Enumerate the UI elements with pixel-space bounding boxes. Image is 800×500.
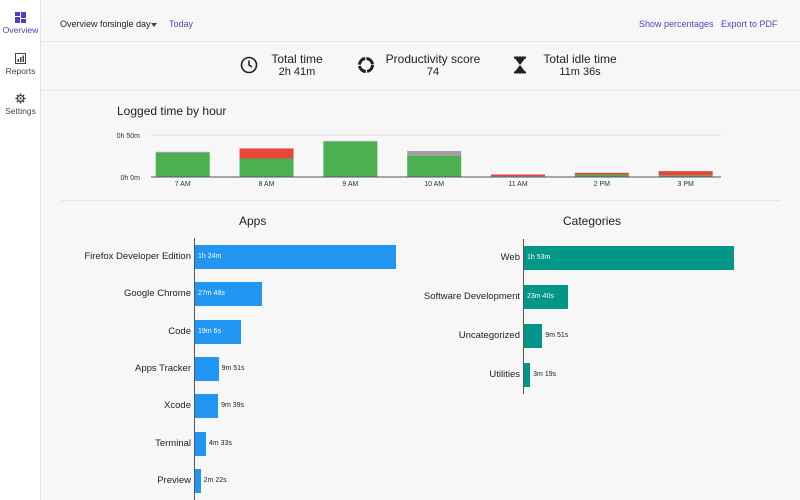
toolbar: Overview for single day Today Show perce… bbox=[41, 0, 800, 42]
bar-value-label: 3m 19s bbox=[533, 370, 557, 378]
sidebar-item-label: Overview bbox=[2, 25, 39, 35]
productivity-icon bbox=[358, 57, 374, 73]
chevron-down-icon bbox=[151, 23, 157, 27]
clock-icon bbox=[240, 56, 258, 74]
hour-bar-segment bbox=[239, 158, 294, 177]
today-link[interactable]: Today bbox=[169, 19, 194, 29]
bar bbox=[195, 431, 206, 456]
hour-bar-segment bbox=[658, 175, 713, 177]
show-percentages-link[interactable]: Show percentages bbox=[639, 19, 714, 29]
bar-value-label: 9m 51s bbox=[221, 364, 245, 372]
overview-icon bbox=[15, 12, 26, 23]
hour-bar-segment bbox=[574, 174, 629, 177]
bar-category-label: Google Chrome bbox=[123, 288, 191, 300]
sidebar-item-overview[interactable]: Overview bbox=[0, 12, 41, 35]
hour-bar-segment bbox=[658, 171, 713, 176]
reports-icon bbox=[15, 53, 26, 64]
productivity-score-value: 74 bbox=[426, 66, 440, 78]
export-pdf-link[interactable]: Export to PDF bbox=[721, 19, 778, 29]
hourly-chart: 0h 50m 0h 0m 7 AM 8 AM 9 AM 10 AM 11 AM 2 PM 3 P… bbox=[117, 133, 721, 188]
bar bbox=[195, 244, 396, 269]
x-tick-label: 2 PM bbox=[594, 181, 611, 188]
bar-category-label: Firefox Developer Edition bbox=[84, 250, 191, 262]
bar bbox=[195, 282, 262, 307]
hour-bar-segment bbox=[323, 141, 378, 177]
hourly-chart-title: Logged time by hour bbox=[117, 104, 227, 118]
period-select[interactable]: single day bbox=[107, 16, 161, 32]
x-tick-label: 9 AM bbox=[342, 181, 358, 188]
bar bbox=[195, 356, 219, 381]
idle-time-value: 11m 36s bbox=[559, 66, 601, 78]
summary-stats: Total time 2h 41m Productivity score 74 … bbox=[41, 42, 800, 91]
total-time-value: 2h 41m bbox=[278, 66, 316, 78]
bar-value-label: 9m 51s bbox=[545, 332, 569, 339]
x-tick-label: 11 AM bbox=[508, 181, 527, 188]
idle-time-label: Total idle time bbox=[543, 52, 617, 66]
period-select-value: single day bbox=[110, 19, 151, 29]
bar-value-label: 27m 48s bbox=[198, 290, 225, 298]
bar-axis bbox=[523, 239, 524, 395]
sidebar: Overview Reports Setting bbox=[0, 0, 41, 500]
bar bbox=[195, 469, 201, 494]
bar bbox=[524, 246, 734, 271]
bar bbox=[195, 394, 219, 419]
bar-category-label: Software Development bbox=[423, 291, 520, 303]
x-tick-label: 8 AM bbox=[259, 181, 275, 188]
x-tick-label: 3 PM bbox=[678, 181, 695, 188]
hour-bar-segment bbox=[407, 156, 462, 177]
bar-category-label: Utilities bbox=[489, 368, 520, 380]
bar-axis bbox=[194, 238, 195, 500]
bar-category-label: Preview bbox=[157, 475, 191, 487]
bar bbox=[195, 319, 241, 344]
gear-icon bbox=[15, 93, 26, 104]
hour-bar-segment bbox=[323, 140, 378, 142]
hour-bar-segment bbox=[574, 172, 629, 175]
bar-category-label: Web bbox=[500, 252, 520, 264]
bar-category-label: Uncategorized bbox=[458, 330, 520, 341]
y-tick-label: 0h 0m bbox=[121, 175, 141, 182]
apps-chart-title: Apps bbox=[239, 214, 267, 228]
bar bbox=[524, 285, 568, 310]
bar-value-label: 1h 24m bbox=[198, 252, 222, 260]
sidebar-item-label: Settings bbox=[5, 106, 36, 116]
bar-value-label: 2m 22s bbox=[203, 477, 227, 485]
bar bbox=[524, 362, 531, 387]
bar-category-label: Code bbox=[168, 325, 191, 337]
y-tick-label: 0h 50m bbox=[117, 133, 141, 140]
bar-category-label: Terminal bbox=[155, 437, 191, 449]
bar-value-label: 23m 40s bbox=[527, 293, 554, 301]
productivity-score-label: Productivity score bbox=[385, 52, 481, 66]
categories-chart-title: Categories bbox=[563, 214, 622, 228]
total-time-label: Total time bbox=[271, 52, 323, 66]
bar-value-label: 19m 6s bbox=[198, 327, 221, 335]
x-tick-label: 7 AM bbox=[175, 181, 191, 188]
hour-bar-segment bbox=[407, 150, 462, 156]
sidebar-item-reports[interactable]: Reports bbox=[0, 53, 41, 76]
hour-bar-segment bbox=[239, 148, 294, 159]
hour-bar-segment bbox=[155, 152, 210, 177]
bar-value-label: 1h 53m bbox=[527, 254, 551, 262]
hour-bar-segment bbox=[491, 174, 546, 177]
hourglass-icon bbox=[514, 56, 526, 74]
bar-category-label: Xcode bbox=[164, 400, 191, 412]
overview-for-label: Overview for bbox=[60, 19, 111, 29]
sidebar-item-settings[interactable]: Settings bbox=[0, 93, 41, 116]
sidebar-item-label: Reports bbox=[5, 66, 36, 76]
x-tick-label: 10 AM bbox=[424, 181, 444, 188]
bar bbox=[524, 324, 543, 348]
bar-value-label: 4m 33s bbox=[208, 439, 232, 447]
hour-bar-segment bbox=[155, 151, 210, 153]
bar-value-label: 9m 39s bbox=[221, 402, 245, 410]
main-content: Overview for single day Today Show perce… bbox=[41, 0, 800, 500]
bar-category-label: Apps Tracker bbox=[135, 362, 191, 374]
section-divider bbox=[61, 200, 780, 201]
